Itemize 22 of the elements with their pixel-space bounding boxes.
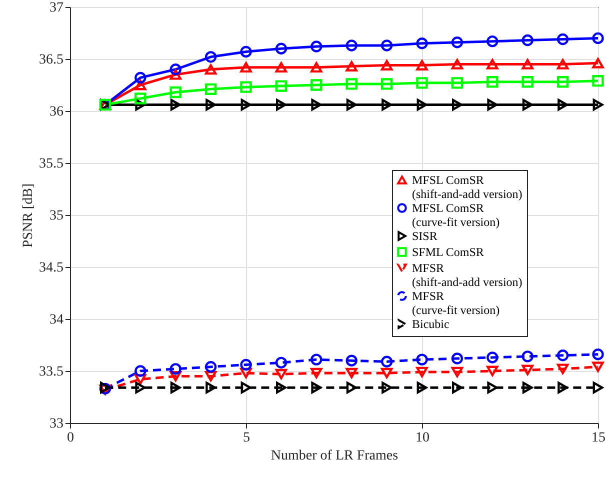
y-tick-label: 34 [50,312,64,328]
legend-label: MFSL ComSR (curve-fit version) [412,201,500,229]
y-axis-title: PSNR [dB] [21,183,36,248]
y-tick-label: 36 [50,104,64,120]
legend-label: MFSR (shift-and-add version) [412,261,522,289]
x-tick-label: 15 [592,430,606,446]
x-tick-label: 0 [67,430,74,446]
y-tick-label: 37 [50,0,64,16]
legend-label: MFSL ComSR (shift-and-add version) [412,173,522,201]
y-tick-label: 35.5 [39,156,64,172]
x-tick-label: 10 [416,430,430,446]
y-tick-label: 36.5 [39,52,64,68]
x-axis-title: Number of LR Frames [270,448,398,464]
y-tick-label: 33 [50,416,64,432]
legend-label: SFML ComSR [412,245,484,259]
legend-label: SISR [412,229,438,243]
y-tick-label: 34.5 [39,260,64,276]
legend-label: MFSR (curve-fit version) [412,289,500,317]
y-tick-label: 35 [50,208,64,224]
legend-label: Bicubic [412,317,450,331]
x-tick-label: 5 [243,430,250,446]
y-tick-label: 33.5 [39,364,64,380]
